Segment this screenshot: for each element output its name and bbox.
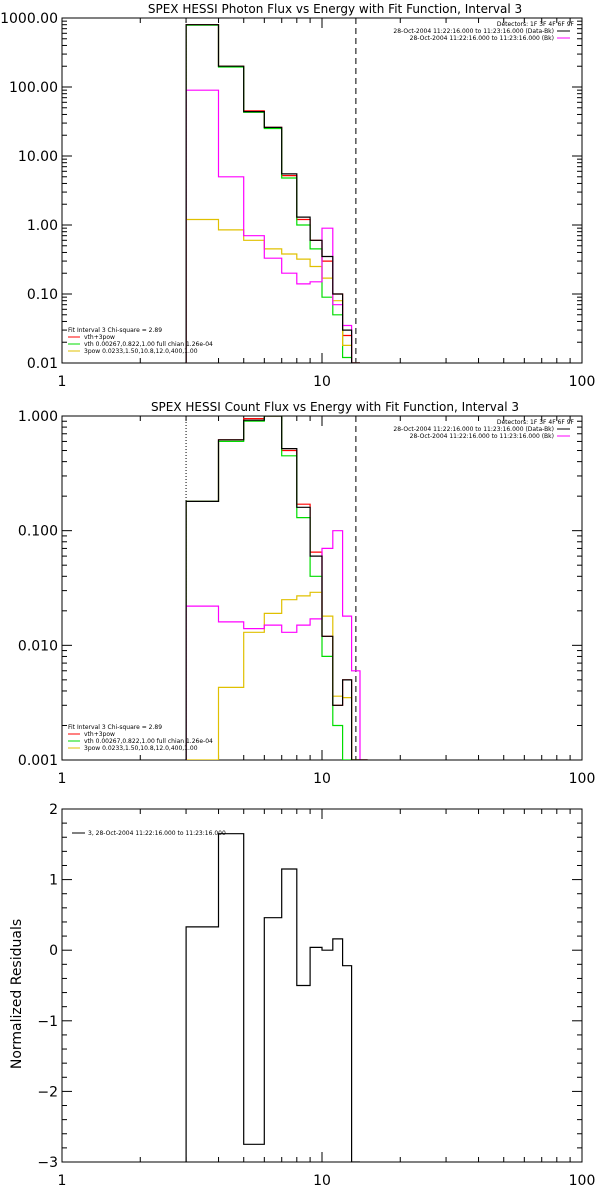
- x-tick-label: 1: [58, 374, 67, 390]
- total-model-line: [185, 416, 368, 760]
- count-flux-title: SPEX HESSI Count Flux vs Energy with Fit…: [151, 400, 519, 414]
- legend-bottom-label: vth+3pow: [84, 334, 115, 341]
- x-tick-label: 100: [569, 771, 596, 787]
- fit-interval-label: Fit Interval 3 Chi-square = 2.89: [68, 327, 162, 334]
- photon-flux-title: SPEX HESSI Photon Flux vs Energy with Fi…: [148, 2, 522, 16]
- legend-bottom-label: vth 0.00267,0.822,1.00 full chian 1.26e-…: [84, 738, 213, 745]
- y-tick-label: 1.000: [18, 409, 58, 425]
- x-tick-label: 100: [569, 1173, 596, 1189]
- background-line: [185, 530, 368, 760]
- y-tick-label: 0.01: [27, 356, 58, 372]
- plot-frame: [61, 808, 583, 1163]
- legend-bk-label: 28-Oct-2004 11:22:16.000 to 11:23:16.000…: [410, 35, 554, 42]
- fit-interval-label: Fit Interval 3 Chi-square = 2.89: [68, 724, 162, 731]
- y-tick-label: 1: [49, 873, 58, 889]
- x-tick-label: 1: [58, 1173, 67, 1189]
- x-tick-label: 10: [313, 771, 331, 787]
- y-tick-label: −1: [37, 1014, 58, 1030]
- plot-area: [185, 833, 360, 1162]
- legend-bottom-label: 3pow 0.0233,1.50,10.8,12.0,400,1.00: [84, 745, 198, 752]
- plot-area: [185, 18, 360, 363]
- photon-flux-panel: SPEX HESSI Photon Flux vs Energy with Fi…: [0, 2, 595, 390]
- x-tick-label: 10: [313, 374, 331, 390]
- count-flux-panel: SPEX HESSI Count Flux vs Energy with Fit…: [18, 400, 595, 787]
- residuals-panel: Normalized Residuals 1 10 100 −3 −2 −1 0 1 2 3, 2…: [9, 802, 595, 1189]
- y-tick-label: 100.00: [9, 80, 58, 96]
- legend-bottom-label: vth+3pow: [84, 731, 115, 738]
- legend-residual-label: 3, 28-Oct-2004 11:22:16.000 to 11:23:16.…: [88, 830, 226, 837]
- legend-data-bk-label: 28-Oct-2004 11:22:16.000 to 11:23:16.000…: [393, 28, 554, 35]
- y-tick-label: −3: [37, 1155, 58, 1171]
- y-tick-label: 0.100: [18, 524, 58, 540]
- legend-bottom-label: 3pow 0.0233,1.50,10.8,12.0,400,1.00: [84, 348, 198, 355]
- legend-bottom-label: vth 0.00267,0.822,1.00 full chian 1.26e-…: [84, 341, 213, 348]
- y-tick-label: 0: [49, 943, 58, 959]
- legend-data-bk-label: 28-Oct-2004 11:22:16.000 to 11:23:16.000…: [393, 426, 554, 433]
- residuals-line: [185, 833, 360, 1162]
- background-line: [185, 89, 360, 363]
- legend-bk-label: 28-Oct-2004 11:22:16.000 to 11:23:16.000…: [410, 433, 554, 440]
- y-tick-label: 10.00: [18, 149, 58, 165]
- y-tick-label: 0.010: [18, 638, 58, 654]
- y-tick-label: 2: [49, 802, 58, 818]
- data-line: [185, 416, 368, 760]
- residuals-y-axis-label: Normalized Residuals: [9, 919, 25, 1069]
- data-line: [185, 24, 360, 363]
- plot-frame: [61, 17, 583, 364]
- plot-area: [185, 416, 368, 760]
- y-tick-label: 1000.00: [0, 11, 58, 27]
- detectors-label: Detectors: 1F 3F 4F 6F 9F: [497, 21, 575, 28]
- y-tick-label: 0.001: [18, 753, 58, 769]
- vth-model-line: [185, 24, 360, 363]
- detectors-label: Detectors: 1F 3F 4F 6F 9F: [497, 419, 575, 426]
- total-model-line: [185, 24, 360, 363]
- y-tick-label: −2: [37, 1084, 58, 1100]
- x-tick-label: 100: [569, 374, 596, 390]
- pow-model-line: [186, 591, 368, 760]
- x-tick-label: 10: [313, 1173, 331, 1189]
- x-tick-label: 1: [58, 771, 67, 787]
- y-tick-label: 0.10: [27, 287, 58, 303]
- y-tick-label: 1.00: [27, 218, 58, 234]
- vth-model-line: [185, 416, 368, 760]
